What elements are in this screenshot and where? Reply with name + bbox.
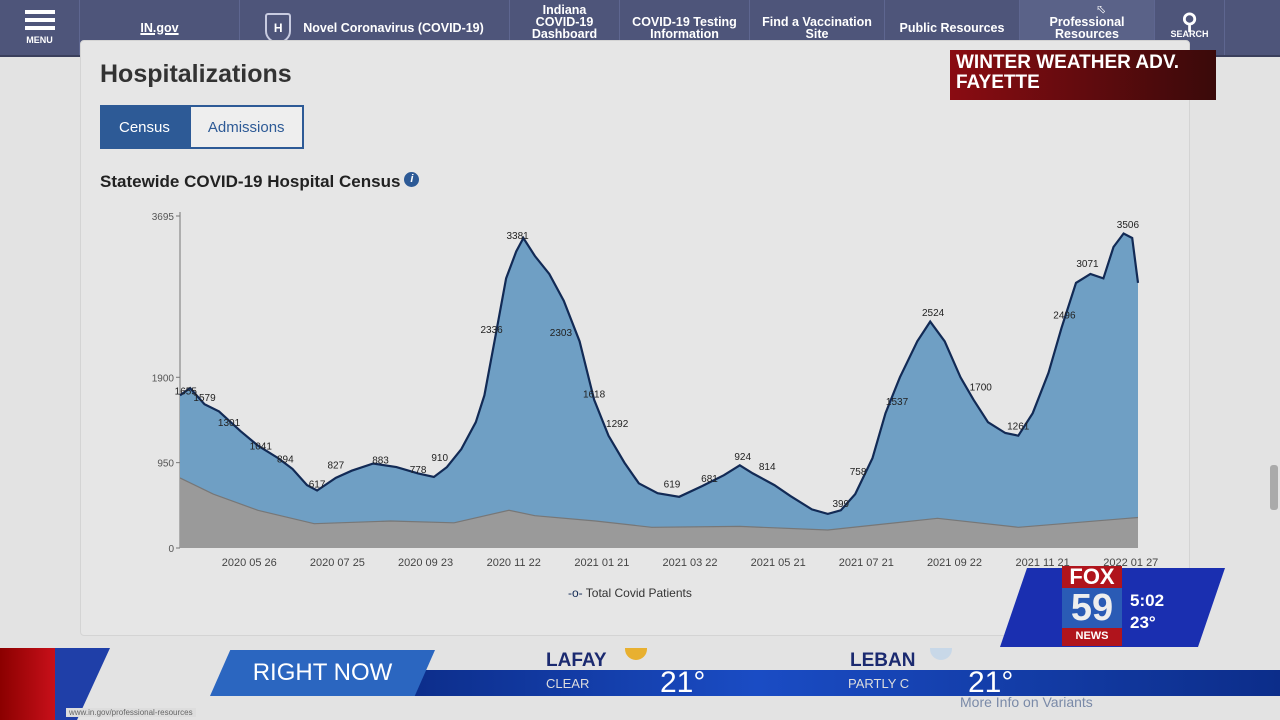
search-button[interactable]: ⚲ SEARCH <box>1155 0 1225 55</box>
data-label: 1579 <box>193 393 216 404</box>
more-info-link[interactable]: More Info on Variants <box>960 694 1093 710</box>
y-tick-label: 0 <box>168 544 174 555</box>
data-label: 1041 <box>250 441 273 452</box>
data-label: 827 <box>327 461 344 472</box>
time: 5:02 <box>1130 591 1165 610</box>
nav-public-resources[interactable]: Public Resources <box>885 0 1020 55</box>
right-now-label: RIGHT NOW <box>210 650 435 696</box>
data-label: 758 <box>850 467 867 478</box>
x-tick-label: 2021 03 22 <box>662 557 717 569</box>
weather-alert-banner: WINTER WEATHER ADV. FAYETTE <box>950 50 1216 100</box>
data-label: 3506 <box>1117 220 1140 231</box>
ticker-band <box>408 670 1280 696</box>
status-bar-url: www.in.gov/professional-resources <box>66 708 196 717</box>
data-label: 617 <box>309 480 326 491</box>
data-label: 1655 <box>175 386 198 397</box>
data-label: 1618 <box>583 390 606 401</box>
partly-cloudy-icon <box>930 648 952 660</box>
logo-fox: FOX <box>1069 564 1115 589</box>
x-tick-label: 2020 09 23 <box>398 557 453 569</box>
x-tick-label: 2021 11 21 <box>1016 557 1070 569</box>
data-label: 814 <box>759 462 776 473</box>
other-line <box>179 477 1139 531</box>
y-tick-label: 3695 <box>152 212 175 223</box>
condition-1: CLEAR <box>546 676 590 691</box>
data-label: 883 <box>372 456 389 467</box>
data-label: 924 <box>734 452 751 463</box>
y-tick-label: 1900 <box>152 373 175 384</box>
x-tick-label: 2020 05 26 <box>222 557 277 569</box>
alert-text: WINTER WEATHER ADV. <box>956 52 1180 73</box>
nav-testing[interactable]: COVID-19 Testing Information <box>620 0 750 55</box>
temperature: 23° <box>1130 613 1156 632</box>
data-label: 2524 <box>922 308 945 319</box>
data-label: 619 <box>664 479 681 490</box>
x-tick-label: 2021 05 21 <box>751 557 806 569</box>
nav-vaccination[interactable]: Find a Vaccination Site <box>750 0 885 55</box>
data-label: 3071 <box>1076 259 1099 270</box>
scrollbar[interactable] <box>1270 465 1278 510</box>
covid-label: Novel Coronavirus (COVID-19) <box>303 20 484 35</box>
chart-legend[interactable]: -o- Total Covid Patients <box>568 586 692 600</box>
logo-news: NEWS <box>1075 630 1109 642</box>
data-label: 778 <box>410 465 427 476</box>
section-heading: Hospitalizations <box>100 60 292 88</box>
fox59-logo: FOX 59 NEWS <box>1062 566 1122 646</box>
legend-label: Total Covid Patients <box>585 586 692 600</box>
data-label: 399 <box>832 499 849 510</box>
tab-bar: Census Admissions <box>100 105 304 149</box>
mouse-cursor-icon: ⬁ <box>1096 2 1107 16</box>
search-label: SEARCH <box>1170 28 1209 39</box>
legend-marker-icon: -o- <box>568 586 583 600</box>
time-temp: 5:02 23° <box>1130 590 1164 634</box>
data-label: 1261 <box>1007 422 1030 433</box>
data-label: 681 <box>701 474 718 485</box>
sun-icon <box>625 648 647 660</box>
city-1: LAFAY <box>546 650 607 671</box>
tab-census[interactable]: Census <box>100 105 189 149</box>
in-gov-logo[interactable]: IN.gov <box>80 0 240 55</box>
logo-text: IN.gov <box>140 20 179 35</box>
temp-1: 21° <box>660 666 706 699</box>
total-patients-line <box>179 232 1140 516</box>
x-tick-label: 2020 07 25 <box>310 557 365 569</box>
data-label: 3381 <box>506 231 529 242</box>
logo-channel: 59 <box>1062 588 1122 628</box>
x-tick-label: 2020 11 22 <box>487 557 541 569</box>
data-label: 2496 <box>1053 311 1076 322</box>
tab-admissions[interactable]: Admissions <box>188 105 304 149</box>
data-label: 910 <box>431 453 448 464</box>
other-area <box>180 477 1138 548</box>
y-tick-label: 950 <box>157 459 174 470</box>
chart-title-text: Statewide COVID-19 Hospital Census <box>100 172 401 191</box>
total-patients-area <box>180 233 1138 548</box>
data-label: 1700 <box>970 382 993 393</box>
weather-ticker: RIGHT NOW LAFAY CLEAR 21° LEBAN PARTLY C… <box>0 648 1280 720</box>
data-label: 1537 <box>886 397 909 408</box>
x-tick-label: 2021 01 21 <box>574 557 629 569</box>
alert-county: FAYETTE <box>956 72 1040 93</box>
data-label: 2336 <box>481 325 504 336</box>
data-label: 1292 <box>606 419 629 430</box>
data-label: 894 <box>277 455 294 466</box>
city-2: LEBAN <box>850 650 916 671</box>
x-tick-label: 2021 07 21 <box>839 557 894 569</box>
x-tick-label: 2021 09 22 <box>927 557 982 569</box>
temp-2: 21° <box>968 666 1014 699</box>
data-label: 2303 <box>550 328 573 339</box>
condition-2: PARTLY C <box>848 676 910 691</box>
menu-label: MENU <box>26 34 53 45</box>
menu-button[interactable]: MENU <box>0 0 80 55</box>
chart-title: Statewide COVID-19 Hospital Census i <box>100 172 420 192</box>
search-icon: ⚲ <box>1181 8 1198 34</box>
info-icon[interactable]: i <box>404 172 420 187</box>
data-label: 1301 <box>218 418 241 429</box>
hamburger-icon <box>24 9 55 30</box>
